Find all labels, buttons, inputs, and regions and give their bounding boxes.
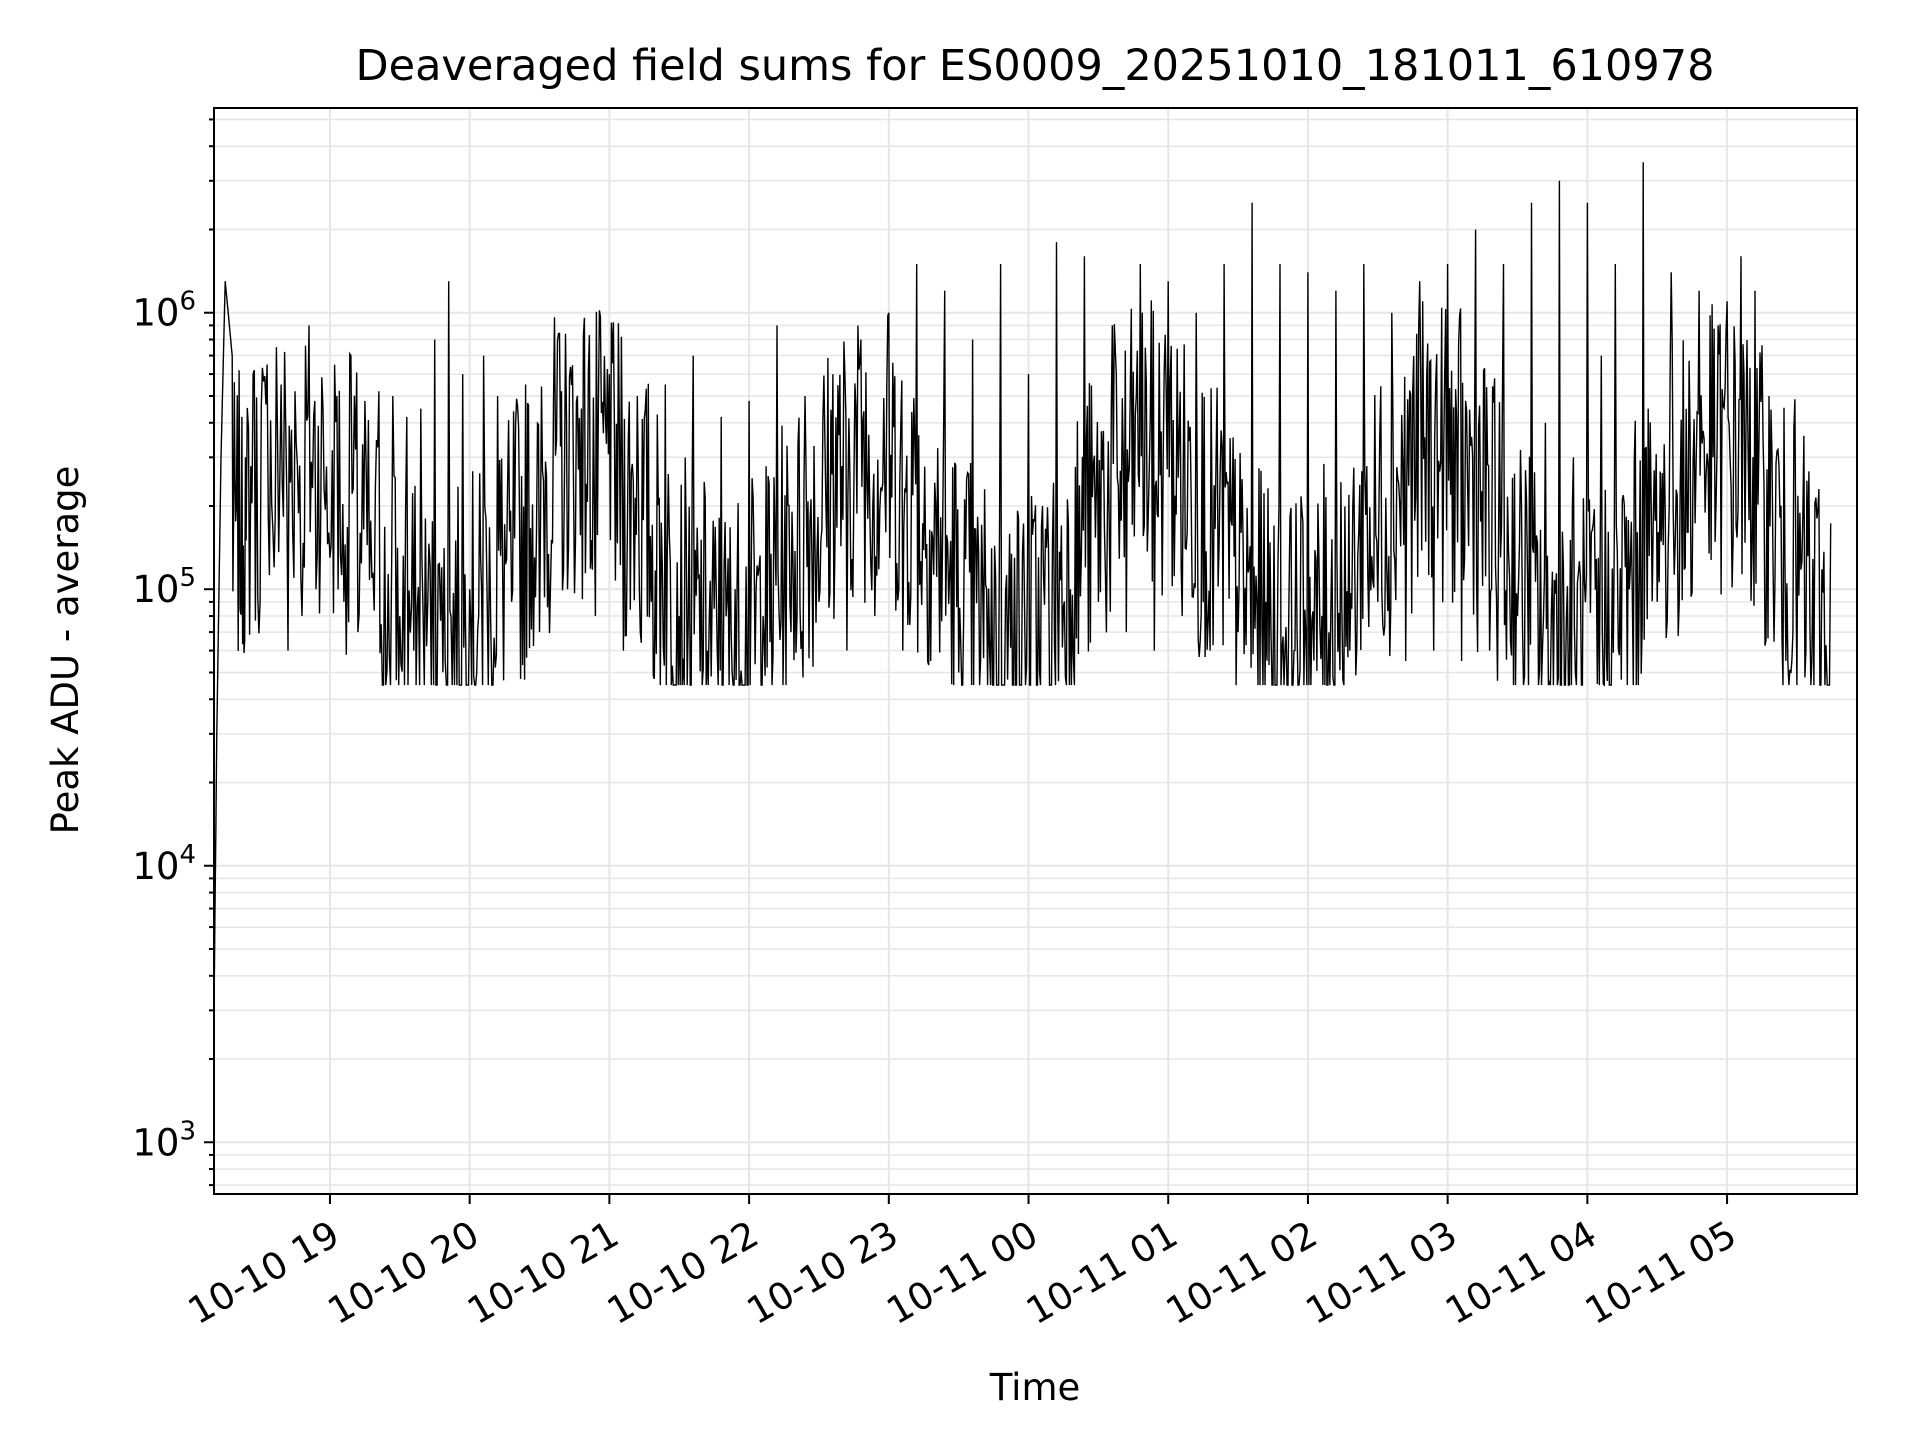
y-axis-label: Peak ADU - average <box>44 466 87 835</box>
series-line <box>213 162 1832 1011</box>
y-axis: 103 104 105 106 <box>132 118 214 1187</box>
data-series <box>213 162 1832 1011</box>
y-tick-label: 103 <box>132 1116 196 1164</box>
x-axis-label: Time <box>989 1366 1081 1409</box>
y-tick-label: 105 <box>132 563 196 611</box>
chart-title: Deaveraged field sums for ES0009_2025101… <box>356 41 1715 91</box>
y-tick-label: 104 <box>132 840 196 888</box>
y-tick-label: 106 <box>132 287 196 335</box>
